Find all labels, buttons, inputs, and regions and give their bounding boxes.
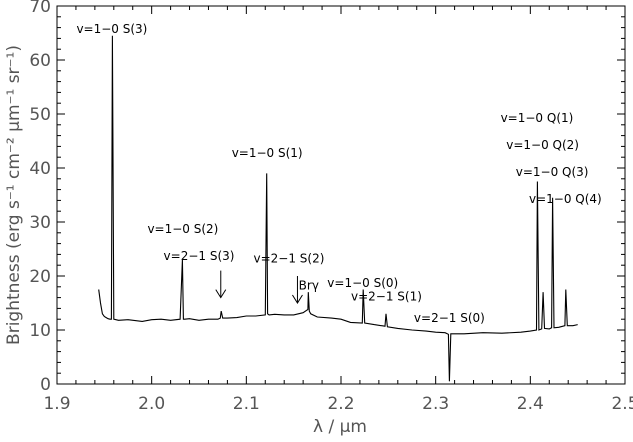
y-tick-label: 50 [29,105,51,125]
line-label: v=1−0 S(1) [232,146,303,160]
y-tick-label: 20 [29,267,51,287]
line-label: v=2−1 S(3) [164,249,235,263]
spectrum-line [98,35,578,382]
y-axis-ticks: 0 10 20 30 40 50 60 70 [29,0,625,395]
arrow-head [292,294,303,304]
line-label: v=1−0 S(2) [147,222,218,236]
arrow-head [215,289,227,299]
x-tick-label: 2.2 [327,394,354,414]
line-label: v=1−0 S(0) [327,276,398,290]
line-label: v=2−1 S(2) [253,252,324,266]
annotation-layer: v=1−0 S(3) v=1−0 S(2) v=2−1 S(3) v=1−0 S(1)… [76,22,601,325]
line-label: v=1−0 S(3) [76,22,147,36]
x-axis-label: λ / μm [313,417,367,437]
x-tick-label: 2.4 [517,394,544,414]
x-tick-label: 2.1 [233,394,260,414]
x-tick-label: 1.9 [43,394,70,414]
y-tick-label: 70 [29,0,51,17]
x-tick-label: 2.3 [422,394,449,414]
y-tick-label: 60 [29,51,51,71]
series-layer [98,35,578,382]
y-tick-label: 10 [29,321,51,341]
line-label: v=1−0 Q(3) [516,165,589,179]
line-label: v=1−0 Q(1) [501,111,574,125]
x-axis-ticks: 1.9 2.0 2.1 2.2 2.3 2.4 2.5 [43,6,633,414]
line-label: v=2−1 S(1) [351,289,422,303]
arrow-layer [215,270,303,304]
line-label: v=1−0 Q(2) [506,138,579,152]
line-label: v=1−0 Q(4) [529,192,602,206]
line-label: v=2−1 S(0) [414,311,485,325]
x-tick-label: 2.5 [611,394,633,414]
line-label: Brγ [299,279,319,293]
y-tick-label: 40 [29,159,51,179]
x-tick-label: 2.0 [138,394,165,414]
y-axis-label: Brightness (erg s⁻¹ cm⁻² μm⁻¹ sr⁻¹) [4,45,24,345]
y-tick-label: 0 [40,375,51,395]
y-tick-label: 30 [29,213,51,233]
